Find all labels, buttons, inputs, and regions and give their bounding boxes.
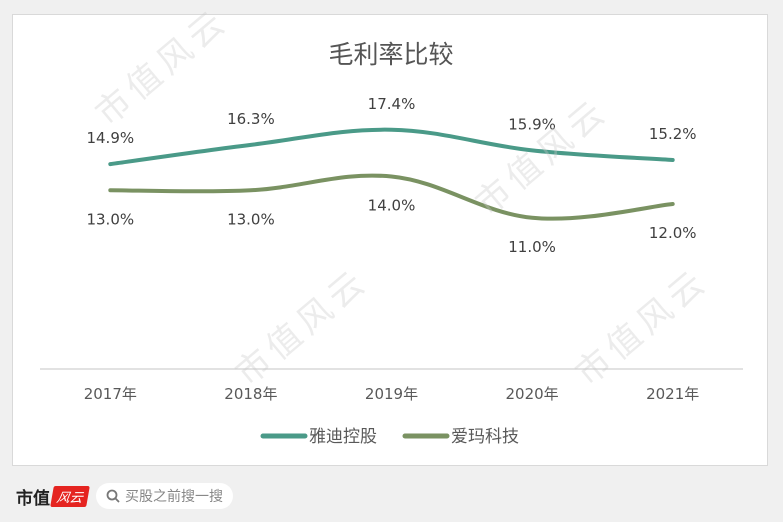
x-tick-label: 2018年 — [224, 385, 277, 403]
search-placeholder: 买股之前搜一搜 — [125, 489, 224, 505]
data-label: 14.9% — [86, 129, 134, 147]
data-label: 12.0% — [649, 224, 697, 242]
brand-name: 市值 — [16, 488, 50, 509]
series-line-2 — [108, 173, 675, 221]
data-label: 15.2% — [649, 125, 697, 143]
chart-title: 毛利率比较 — [328, 40, 453, 69]
footer: 市值 风云 买股之前搜一搜 — [16, 483, 234, 509]
brand-logo: 风云 — [50, 485, 90, 507]
chart-card: 毛利率比较 2017年 2018年 2019年 2020年 2021年 14.9% 16.3%… — [12, 14, 768, 466]
x-tick-label: 2019年 — [365, 385, 418, 403]
x-tick-label: 2021年 — [646, 385, 699, 403]
data-label: 13.0% — [86, 210, 134, 228]
series-line-1 — [108, 127, 675, 167]
data-label: 17.4% — [368, 95, 416, 113]
data-label: 11.0% — [508, 238, 556, 256]
data-label: 14.0% — [368, 197, 416, 215]
x-tick-label: 2020年 — [506, 385, 559, 403]
legend-label: 爱玛科技 — [451, 427, 519, 447]
data-label: 15.9% — [508, 115, 556, 133]
data-label: 16.3% — [227, 110, 275, 128]
search-box[interactable]: 买股之前搜一搜 — [96, 483, 234, 509]
search-icon — [106, 489, 120, 503]
x-tick-label: 2017年 — [84, 385, 137, 403]
line-chart: 毛利率比较 2017年 2018年 2019年 2020年 2021年 14.9% 16.3%… — [40, 40, 743, 447]
data-label: 13.0% — [227, 210, 275, 228]
legend-label: 雅迪控股 — [309, 427, 377, 447]
